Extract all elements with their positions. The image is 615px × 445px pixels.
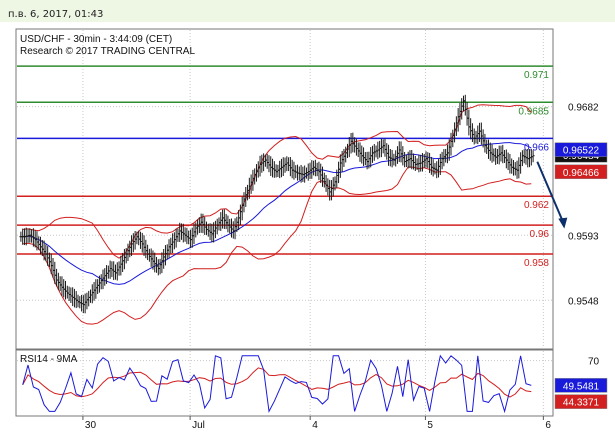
rsi-value-tag: 49.5481 <box>563 381 600 392</box>
level-label: 0.962 <box>524 200 549 211</box>
moving-average <box>22 142 532 285</box>
y-tick-label: 0.9548 <box>568 296 599 307</box>
level-label: 0.9685 <box>518 106 549 117</box>
rsi-value-tag-bg <box>554 378 608 393</box>
grid-lines <box>17 30 553 420</box>
rsi-panel-label: RSI14 - 9MA <box>20 354 78 365</box>
rsi-ma-tag: 44.3371 <box>563 398 600 409</box>
x-tick-label: 4 <box>312 420 318 431</box>
level-label: 0.966 <box>524 142 549 153</box>
x-tick-label: 5 <box>427 420 433 431</box>
date-bar: п.в. 6, 2017, 01:43 <box>0 0 615 22</box>
price-bars <box>19 94 535 314</box>
current-price-tag: 0.96522 <box>563 146 600 157</box>
x-tick-label: Jul <box>192 420 205 431</box>
chart-subtitle: Research © 2017 TRADING CENTRAL <box>20 46 195 57</box>
chart-title: USD/CHF - 30min - 3:44:09 (CET) <box>20 34 172 45</box>
forecast-arrow-head <box>558 217 568 229</box>
date-time-label: п.в. 6, 2017, 01:43 <box>8 9 104 20</box>
forecast-arrow-line <box>536 161 565 223</box>
rsi-ma-tag-bg <box>554 394 608 409</box>
rsi-lines <box>22 354 532 414</box>
forecast-arrow <box>536 161 568 229</box>
bollinger-lower <box>22 166 532 325</box>
ask-price-tag: 0.96466 <box>563 168 600 179</box>
level-label: 0.96 <box>530 229 550 240</box>
ask-price-tag-bg <box>554 164 608 180</box>
rsi-line <box>22 354 532 414</box>
rsi-y-tick-label: 70 <box>588 357 600 368</box>
bollinger-bands <box>22 104 532 325</box>
bollinger-upper <box>22 104 532 259</box>
y-tick-label: 0.9593 <box>568 231 599 242</box>
x-tick-label: 30 <box>85 420 97 431</box>
axis-labels: 30 Jul 4 5 6 0.9682 0.9593 0.9548 70 0.96466 0.96 4… <box>85 103 608 431</box>
level-label: 0.971 <box>524 70 549 81</box>
level-label: 0.958 <box>524 258 549 269</box>
rsi-ma-line <box>22 367 532 398</box>
current-price-tag-bg <box>554 142 608 157</box>
y-tick-label: 0.9682 <box>568 103 599 114</box>
x-tick-label: 6 <box>545 420 551 431</box>
price-panel-frame <box>15 28 554 350</box>
